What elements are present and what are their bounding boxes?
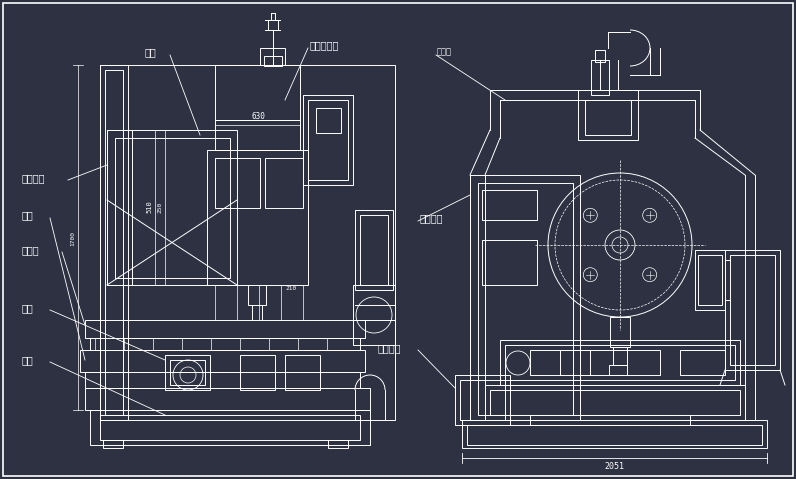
Bar — [85, 320, 365, 338]
Text: 250: 250 — [157, 201, 162, 213]
Bar — [316, 108, 341, 133]
Bar — [107, 130, 237, 285]
Bar — [90, 410, 370, 445]
Text: 工作台: 工作台 — [22, 245, 40, 255]
Bar — [90, 338, 360, 350]
Text: 换刀机械手: 换刀机械手 — [310, 40, 339, 50]
Bar — [500, 340, 740, 385]
Bar — [107, 130, 132, 285]
Bar — [680, 350, 725, 375]
Bar — [460, 380, 505, 420]
Bar — [591, 60, 609, 95]
Bar — [613, 347, 627, 365]
Bar — [485, 385, 745, 420]
Bar — [285, 355, 320, 390]
Bar — [610, 317, 630, 347]
Bar — [353, 285, 395, 345]
Bar — [103, 440, 123, 448]
Bar — [478, 183, 573, 415]
Bar — [560, 350, 660, 375]
Bar — [730, 255, 775, 365]
Bar — [207, 150, 308, 285]
Bar — [240, 355, 275, 390]
Text: 润滑油箱: 润滑油箱 — [378, 343, 401, 353]
Text: 机座: 机座 — [22, 355, 33, 365]
Bar — [215, 65, 300, 120]
Bar — [360, 215, 388, 285]
Text: 床身: 床身 — [22, 303, 33, 313]
Bar — [595, 50, 605, 62]
Bar — [100, 65, 395, 420]
Bar — [248, 285, 266, 305]
Text: 滑道: 滑道 — [22, 210, 33, 220]
Bar — [355, 210, 393, 290]
Bar — [585, 100, 631, 135]
Bar — [695, 250, 725, 310]
Bar — [725, 250, 780, 370]
Bar — [303, 95, 353, 185]
Bar — [264, 56, 282, 66]
Bar — [100, 65, 128, 420]
Text: 510: 510 — [146, 201, 152, 213]
Bar — [215, 158, 260, 208]
Bar — [105, 70, 123, 415]
Bar — [470, 175, 580, 420]
Bar — [115, 138, 230, 278]
Text: 210: 210 — [285, 285, 296, 290]
Bar — [308, 100, 348, 180]
Bar — [530, 415, 690, 425]
Bar — [462, 420, 767, 448]
Bar — [80, 350, 365, 372]
Text: 630: 630 — [251, 112, 265, 121]
Text: 控制面板: 控制面板 — [420, 213, 443, 223]
Bar — [482, 240, 537, 285]
Bar — [328, 440, 348, 448]
Bar — [265, 158, 303, 208]
Bar — [609, 365, 627, 375]
Bar — [467, 425, 762, 445]
Bar — [85, 372, 360, 388]
Bar — [505, 345, 735, 380]
Bar — [215, 120, 300, 150]
Bar — [165, 355, 210, 390]
Bar — [260, 48, 285, 65]
Bar — [482, 190, 537, 220]
Text: 主轴箱: 主轴箱 — [437, 47, 452, 57]
Bar — [455, 375, 510, 425]
Text: 2051: 2051 — [604, 462, 624, 471]
Bar — [100, 415, 360, 440]
Text: 刀库: 刀库 — [145, 47, 157, 57]
Bar — [530, 350, 590, 375]
Bar — [698, 255, 722, 305]
Text: 刀裤托架: 刀裤托架 — [22, 173, 45, 183]
Bar — [578, 90, 638, 140]
Bar — [85, 388, 370, 410]
Bar — [490, 390, 740, 415]
Bar — [170, 360, 205, 385]
Text: 1700: 1700 — [70, 230, 75, 246]
